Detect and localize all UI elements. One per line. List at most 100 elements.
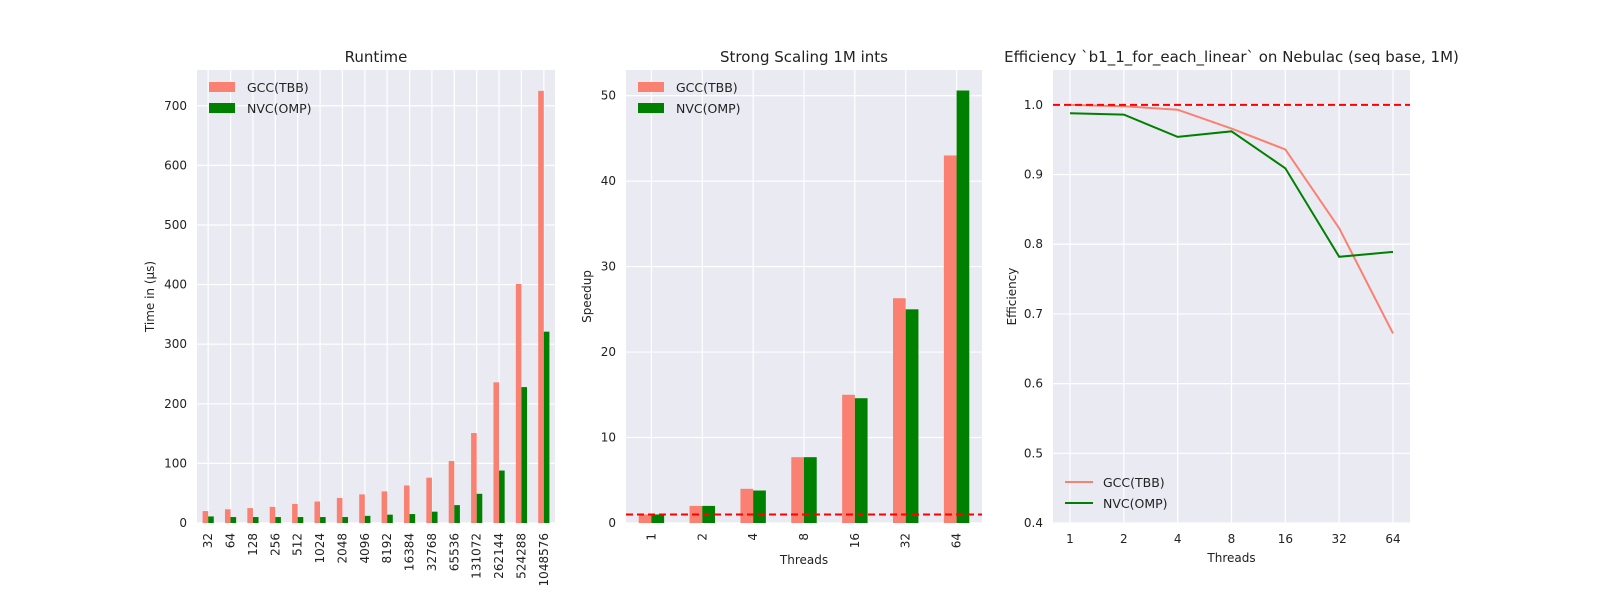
bar-nvc bbox=[499, 470, 505, 523]
chart-title: Efficiency `b1_1_for_each_linear` on Neb… bbox=[1004, 48, 1459, 67]
bar-gcc bbox=[471, 432, 477, 523]
chart-title: Strong Scaling 1M ints bbox=[720, 48, 888, 66]
x-tick-label: 1 bbox=[644, 533, 658, 541]
y-tick-label: 0.5 bbox=[1024, 446, 1043, 460]
x-tick-label: 2048 bbox=[335, 533, 349, 564]
x-tick-label: 1048576 bbox=[537, 533, 551, 586]
bar-gcc bbox=[515, 283, 522, 523]
x-tick-label: 131072 bbox=[470, 533, 484, 579]
y-tick-label: 1.0 bbox=[1024, 98, 1043, 112]
legend-swatch bbox=[209, 103, 235, 113]
legend-label: GCC(TBB) bbox=[1103, 475, 1165, 490]
y-tick-label: 50 bbox=[601, 89, 616, 103]
x-axis-label: Threads bbox=[1206, 551, 1255, 565]
x-tick-label: 2 bbox=[1120, 532, 1128, 546]
bar-nvc bbox=[454, 505, 460, 523]
y-tick-label: 0 bbox=[179, 516, 187, 530]
legend: GCC(TBB) NVC(OMP) bbox=[638, 80, 741, 116]
y-tick-label: 300 bbox=[164, 337, 187, 351]
x-tick-label: 256 bbox=[268, 533, 282, 556]
bar-nvc bbox=[956, 90, 970, 523]
bar-gcc bbox=[426, 477, 432, 523]
bar-gcc bbox=[791, 457, 804, 523]
x-tick-label: 2 bbox=[695, 533, 709, 541]
legend-label: GCC(TBB) bbox=[247, 80, 309, 95]
x-tick-label: 512 bbox=[291, 533, 305, 556]
bar-nvc bbox=[252, 517, 259, 523]
bar-nvc bbox=[364, 515, 371, 523]
x-tick-label: 32 bbox=[1332, 532, 1347, 546]
x-tick-label: 16384 bbox=[403, 533, 417, 571]
bar-gcc bbox=[202, 511, 209, 523]
y-tick-label: 200 bbox=[164, 397, 187, 411]
chart-panel-3: 0.4 0.5 0.6 0.7 0.8 0.9 1.0 1 2 4 8 16 32 64 Efficienc… bbox=[1004, 48, 1459, 565]
bar-nvc bbox=[804, 457, 817, 523]
y-tick-label: 0.6 bbox=[1024, 377, 1043, 391]
bar-gcc bbox=[448, 461, 455, 523]
x-tick-label: 64 bbox=[1385, 532, 1400, 546]
y-axis-label: Efficiency bbox=[1005, 268, 1019, 326]
bar-gcc bbox=[943, 155, 957, 524]
x-tick-label: 128 bbox=[246, 533, 260, 556]
bar-gcc bbox=[403, 485, 410, 523]
y-tick-label: 100 bbox=[164, 456, 187, 470]
x-tick-label: 32 bbox=[201, 533, 215, 548]
x-tick-label: 8 bbox=[797, 533, 811, 541]
chart-panel-2: 0 10 20 30 40 50 1 2 4 8 16 32 64 Strong Scaling 1M i… bbox=[580, 48, 982, 567]
legend: GCC(TBB) NVC(OMP) bbox=[1065, 475, 1168, 511]
y-tick-label: 0.8 bbox=[1024, 237, 1043, 251]
bar-nvc bbox=[409, 514, 416, 523]
bar-nvc bbox=[387, 514, 393, 523]
chart-panel-1: 0 100 200 300 400 500 600 700 32 64 128 256 512 1024 2… bbox=[143, 48, 555, 586]
x-tick-label: 524288 bbox=[514, 533, 528, 579]
bar-nvc bbox=[854, 398, 868, 523]
legend: GCC(TBB) NVC(OMP) bbox=[209, 80, 312, 116]
bar-gcc bbox=[292, 503, 298, 523]
legend-label: GCC(TBB) bbox=[676, 80, 738, 95]
bar-gcc bbox=[247, 508, 253, 523]
bar-nvc bbox=[543, 331, 550, 523]
bar-nvc bbox=[297, 517, 304, 523]
bar-gcc bbox=[842, 394, 855, 523]
y-tick-label: 0.9 bbox=[1024, 168, 1043, 182]
y-axis-label: Time in (µs) bbox=[143, 261, 157, 333]
legend-swatch bbox=[209, 82, 235, 92]
plot-area bbox=[197, 70, 555, 523]
y-tick-label: 40 bbox=[601, 174, 616, 188]
bar-gcc bbox=[893, 298, 906, 523]
bar-gcc bbox=[269, 506, 276, 523]
x-axis-label: Threads bbox=[779, 553, 828, 567]
y-tick-label: 700 bbox=[164, 99, 187, 113]
x-tick-label: 64 bbox=[224, 533, 238, 548]
bar-nvc bbox=[320, 517, 326, 523]
bar-nvc bbox=[521, 387, 528, 523]
bar-nvc bbox=[275, 517, 281, 523]
bar-nvc bbox=[230, 517, 237, 523]
bar-nvc bbox=[753, 490, 766, 523]
x-tick-label: 4096 bbox=[358, 533, 372, 564]
bar-nvc bbox=[342, 517, 349, 523]
x-tick-label: 8192 bbox=[380, 533, 394, 564]
bar-gcc bbox=[538, 90, 544, 523]
y-tick-label: 500 bbox=[164, 218, 187, 232]
bar-nvc bbox=[476, 493, 483, 523]
line-gcc bbox=[1069, 103, 1394, 334]
y-tick-label: 0.4 bbox=[1024, 516, 1043, 530]
x-tick-label: 16 bbox=[1278, 532, 1293, 546]
bar-gcc bbox=[493, 382, 500, 523]
bar-gcc bbox=[638, 514, 652, 523]
bar-gcc bbox=[314, 501, 321, 523]
bar-gcc bbox=[381, 491, 388, 523]
bar-gcc bbox=[336, 497, 343, 523]
line-nvc bbox=[1069, 112, 1394, 258]
legend-label: NVC(OMP) bbox=[247, 101, 312, 116]
y-tick-label: 30 bbox=[601, 260, 616, 274]
legend-swatch bbox=[638, 82, 664, 92]
x-tick-label: 262144 bbox=[492, 533, 506, 579]
bar-nvc bbox=[431, 511, 438, 523]
bar-gcc bbox=[359, 494, 365, 523]
x-tick-label: 32 bbox=[899, 533, 913, 548]
bar-gcc bbox=[740, 488, 754, 523]
bar-nvc bbox=[651, 514, 665, 523]
